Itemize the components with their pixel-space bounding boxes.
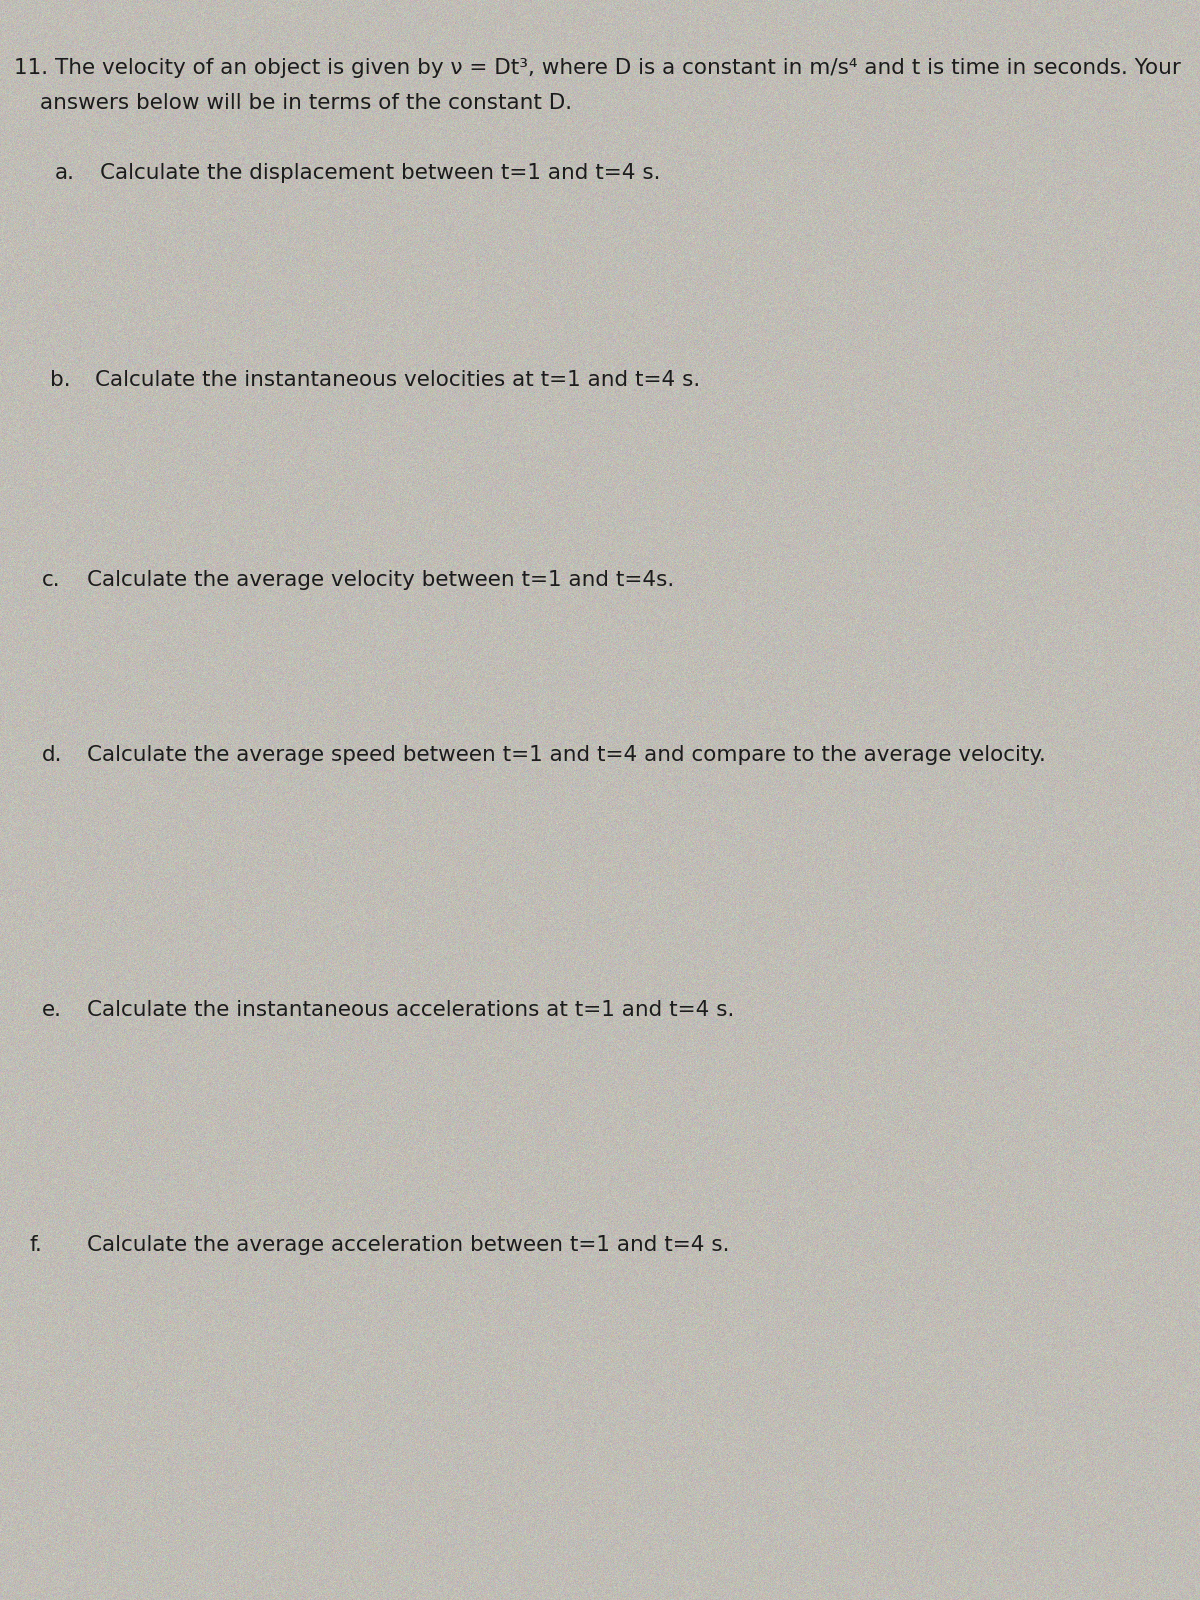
Text: Calculate the instantaneous velocities at t=1 and t=4 s.: Calculate the instantaneous velocities a…: [95, 370, 701, 390]
Text: c.: c.: [42, 570, 61, 590]
Text: answers below will be in terms of the constant D.: answers below will be in terms of the co…: [40, 93, 572, 114]
Text: f.: f.: [30, 1235, 43, 1254]
Text: Calculate the average velocity between t=1 and t=4s.: Calculate the average velocity between t…: [88, 570, 674, 590]
Text: e.: e.: [42, 1000, 62, 1021]
Text: a.: a.: [55, 163, 74, 182]
Text: Calculate the average speed between t=1 and t=4 and compare to the average veloc: Calculate the average speed between t=1 …: [88, 746, 1046, 765]
Text: b.: b.: [50, 370, 71, 390]
Text: Calculate the average acceleration between t=1 and t=4 s.: Calculate the average acceleration betwe…: [88, 1235, 730, 1254]
Text: Calculate the displacement between t=1 and t=4 s.: Calculate the displacement between t=1 a…: [100, 163, 660, 182]
Text: 11. The velocity of an object is given by ν = Dt³, where D is a constant in m/s⁴: 11. The velocity of an object is given b…: [14, 58, 1181, 78]
Text: d.: d.: [42, 746, 62, 765]
Text: Calculate the instantaneous accelerations at t=1 and t=4 s.: Calculate the instantaneous acceleration…: [88, 1000, 734, 1021]
